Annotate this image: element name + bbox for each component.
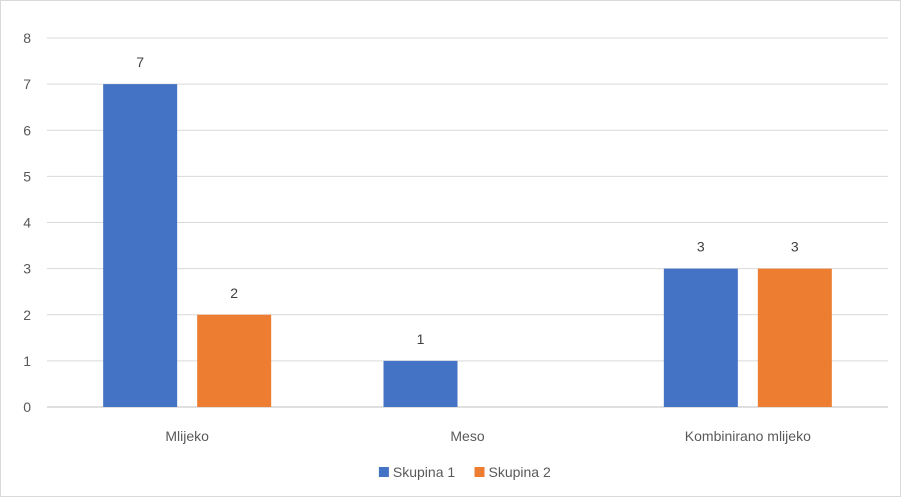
bar: [757, 268, 832, 407]
bar: [663, 268, 738, 407]
x-tick-label: Mlijeko: [165, 428, 209, 444]
bar: [383, 360, 458, 407]
data-label: 1: [417, 331, 425, 347]
legend-label: Skupina 1: [393, 464, 455, 480]
y-tick-label: 7: [23, 76, 31, 92]
bar: [197, 314, 272, 407]
gridlines: [47, 37, 888, 408]
y-tick-label: 6: [23, 122, 31, 138]
x-axis-ticks: Mlijeko Meso Kombinirano mlijeko: [165, 428, 811, 444]
bars: [103, 84, 832, 407]
legend-swatch: [378, 467, 389, 477]
x-tick-label: Kombinirano mlijeko: [685, 428, 811, 444]
y-tick-label: 3: [23, 261, 31, 277]
data-label: 2: [230, 285, 238, 301]
data-labels: 7 2 1 3 3: [136, 54, 799, 347]
y-tick-label: 1: [23, 353, 31, 369]
y-tick-label: 2: [23, 307, 31, 323]
y-tick-label: 4: [23, 215, 31, 231]
y-tick-label: 5: [23, 168, 31, 184]
legend-label: Skupina 2: [489, 464, 551, 480]
y-axis-ticks: 0 1 2 3 4 5 6 7 8: [23, 30, 31, 415]
y-tick-label: 8: [23, 30, 31, 46]
legend: Skupina 1 Skupina 2: [378, 464, 551, 480]
x-tick-label: Meso: [450, 428, 484, 444]
data-label: 7: [136, 54, 144, 70]
data-label: 3: [697, 239, 705, 255]
data-label: 3: [791, 239, 799, 255]
legend-swatch: [474, 467, 485, 477]
y-tick-label: 0: [23, 399, 31, 415]
bar: [103, 84, 178, 407]
